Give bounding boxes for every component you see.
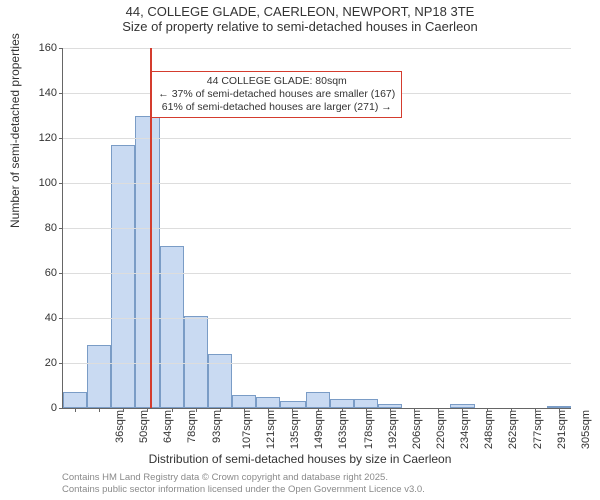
y-tick-label: 80 [27, 222, 63, 234]
x-tick-label: 149sqm [311, 410, 325, 449]
x-tick-label: 192sqm [385, 410, 399, 449]
x-tick-label: 305sqm [578, 410, 592, 449]
y-tick-label: 120 [27, 132, 63, 144]
annotation-box: 44 COLLEGE GLADE: 80sqm← 37% of semi-det… [151, 71, 402, 118]
gridline [63, 138, 571, 139]
x-tick-mark [511, 408, 512, 412]
x-tick-label: 93sqm [209, 410, 223, 443]
histogram-bar [63, 392, 87, 408]
gridline [63, 318, 571, 319]
histogram-bar [232, 395, 256, 409]
x-tick-label: 135sqm [287, 410, 301, 449]
gridline [63, 48, 571, 49]
x-tick-label: 248sqm [481, 410, 495, 449]
x-tick-label: 277sqm [530, 410, 544, 449]
histogram-bar [135, 116, 161, 409]
x-tick-label: 163sqm [335, 410, 349, 449]
annotation-line-3: 61% of semi-detached houses are larger (… [158, 101, 395, 114]
histogram-bar [330, 399, 354, 408]
annotation-line-2: ← 37% of semi-detached houses are smalle… [158, 88, 395, 101]
x-tick-label: 121sqm [264, 410, 278, 449]
annotation-line-1: 44 COLLEGE GLADE: 80sqm [158, 75, 395, 88]
y-tick-label: 0 [27, 402, 63, 414]
x-tick-mark [318, 408, 319, 412]
y-tick-label: 20 [27, 357, 63, 369]
x-tick-label: 262sqm [505, 410, 519, 449]
histogram-bar [256, 397, 280, 408]
x-tick-mark [99, 408, 100, 412]
x-tick-mark [147, 408, 148, 412]
histogram-bar [160, 246, 184, 408]
histogram-bar [354, 399, 378, 408]
x-tick-mark [172, 408, 173, 412]
chart-container: 44, COLLEGE GLADE, CAERLEON, NEWPORT, NP… [0, 0, 600, 500]
x-tick-label: 234sqm [457, 410, 471, 449]
x-tick-label: 50sqm [136, 410, 150, 443]
gridline [63, 273, 571, 274]
x-tick-mark [196, 408, 197, 412]
y-tick-label: 160 [27, 42, 63, 54]
attribution-line-1: Contains HM Land Registry data © Crown c… [62, 472, 425, 484]
histogram-bar [111, 145, 135, 408]
y-tick-label: 140 [27, 87, 63, 99]
gridline [63, 183, 571, 184]
x-tick-label: 36sqm [112, 410, 126, 443]
histogram-bar [306, 392, 330, 408]
x-tick-mark [414, 408, 415, 412]
x-tick-mark [220, 408, 221, 412]
x-tick-mark [268, 408, 269, 412]
x-tick-label: 78sqm [184, 410, 198, 443]
attribution-line-2: Contains public sector information licen… [62, 484, 425, 496]
y-tick-label: 40 [27, 312, 63, 324]
y-axis-label: Number of semi-detached properties [8, 33, 22, 228]
x-tick-label: 107sqm [240, 410, 254, 449]
x-tick-label: 178sqm [361, 410, 375, 449]
gridline [63, 363, 571, 364]
x-tick-mark [390, 408, 391, 412]
x-tick-label: 291sqm [554, 410, 568, 449]
x-axis-label: Distribution of semi-detached houses by … [0, 452, 600, 466]
chart-title: 44, COLLEGE GLADE, CAERLEON, NEWPORT, NP… [0, 4, 600, 34]
histogram-bar [184, 316, 208, 408]
x-tick-mark [366, 408, 367, 412]
plot-area: 02040608010012014016036sqm50sqm64sqm78sq… [62, 48, 571, 409]
x-tick-label: 220sqm [433, 410, 447, 449]
histogram-bar [87, 345, 111, 408]
x-tick-mark [292, 408, 293, 412]
x-tick-mark [75, 408, 76, 412]
title-line-2: Size of property relative to semi-detach… [0, 19, 600, 34]
y-tick-label: 60 [27, 267, 63, 279]
x-tick-mark [462, 408, 463, 412]
x-tick-mark [342, 408, 343, 412]
title-line-1: 44, COLLEGE GLADE, CAERLEON, NEWPORT, NP… [0, 4, 600, 19]
x-tick-mark [487, 408, 488, 412]
x-tick-label: 206sqm [409, 410, 423, 449]
x-tick-mark [123, 408, 124, 412]
histogram-bar [280, 401, 306, 408]
gridline [63, 228, 571, 229]
y-tick-label: 100 [27, 177, 63, 189]
attribution-text: Contains HM Land Registry data © Crown c… [62, 472, 425, 496]
x-tick-mark [438, 408, 439, 412]
x-tick-label: 64sqm [160, 410, 174, 443]
x-tick-mark [559, 408, 560, 412]
x-tick-mark [535, 408, 536, 412]
x-tick-mark [244, 408, 245, 412]
